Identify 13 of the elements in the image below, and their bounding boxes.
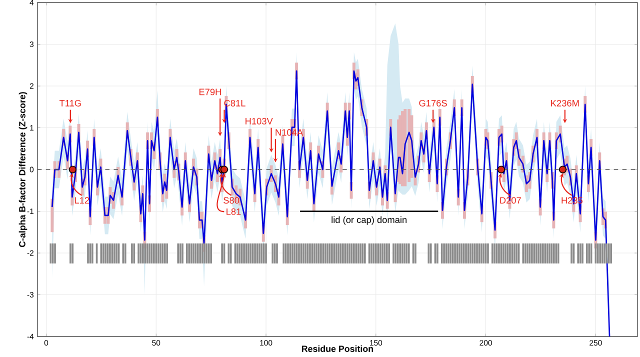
annotation: D207 — [500, 197, 521, 204]
annotation: L81 — [226, 208, 241, 215]
annotation: T11G — [59, 100, 81, 106]
y-axis-title: C-alpha B-factor Difference (Z-score) — [18, 92, 28, 248]
annotation: S80 — [224, 197, 240, 204]
annotation: C81L — [224, 100, 246, 106]
annotation: E79H — [199, 88, 221, 96]
annotation: G176S — [419, 100, 447, 106]
annotation: lid (or cap) domain — [332, 216, 406, 225]
annotation: K236M — [551, 100, 579, 106]
annotation: H103V — [246, 118, 273, 124]
x-axis-title: Residue Position — [302, 345, 373, 352]
annotation: L12 — [74, 197, 90, 204]
